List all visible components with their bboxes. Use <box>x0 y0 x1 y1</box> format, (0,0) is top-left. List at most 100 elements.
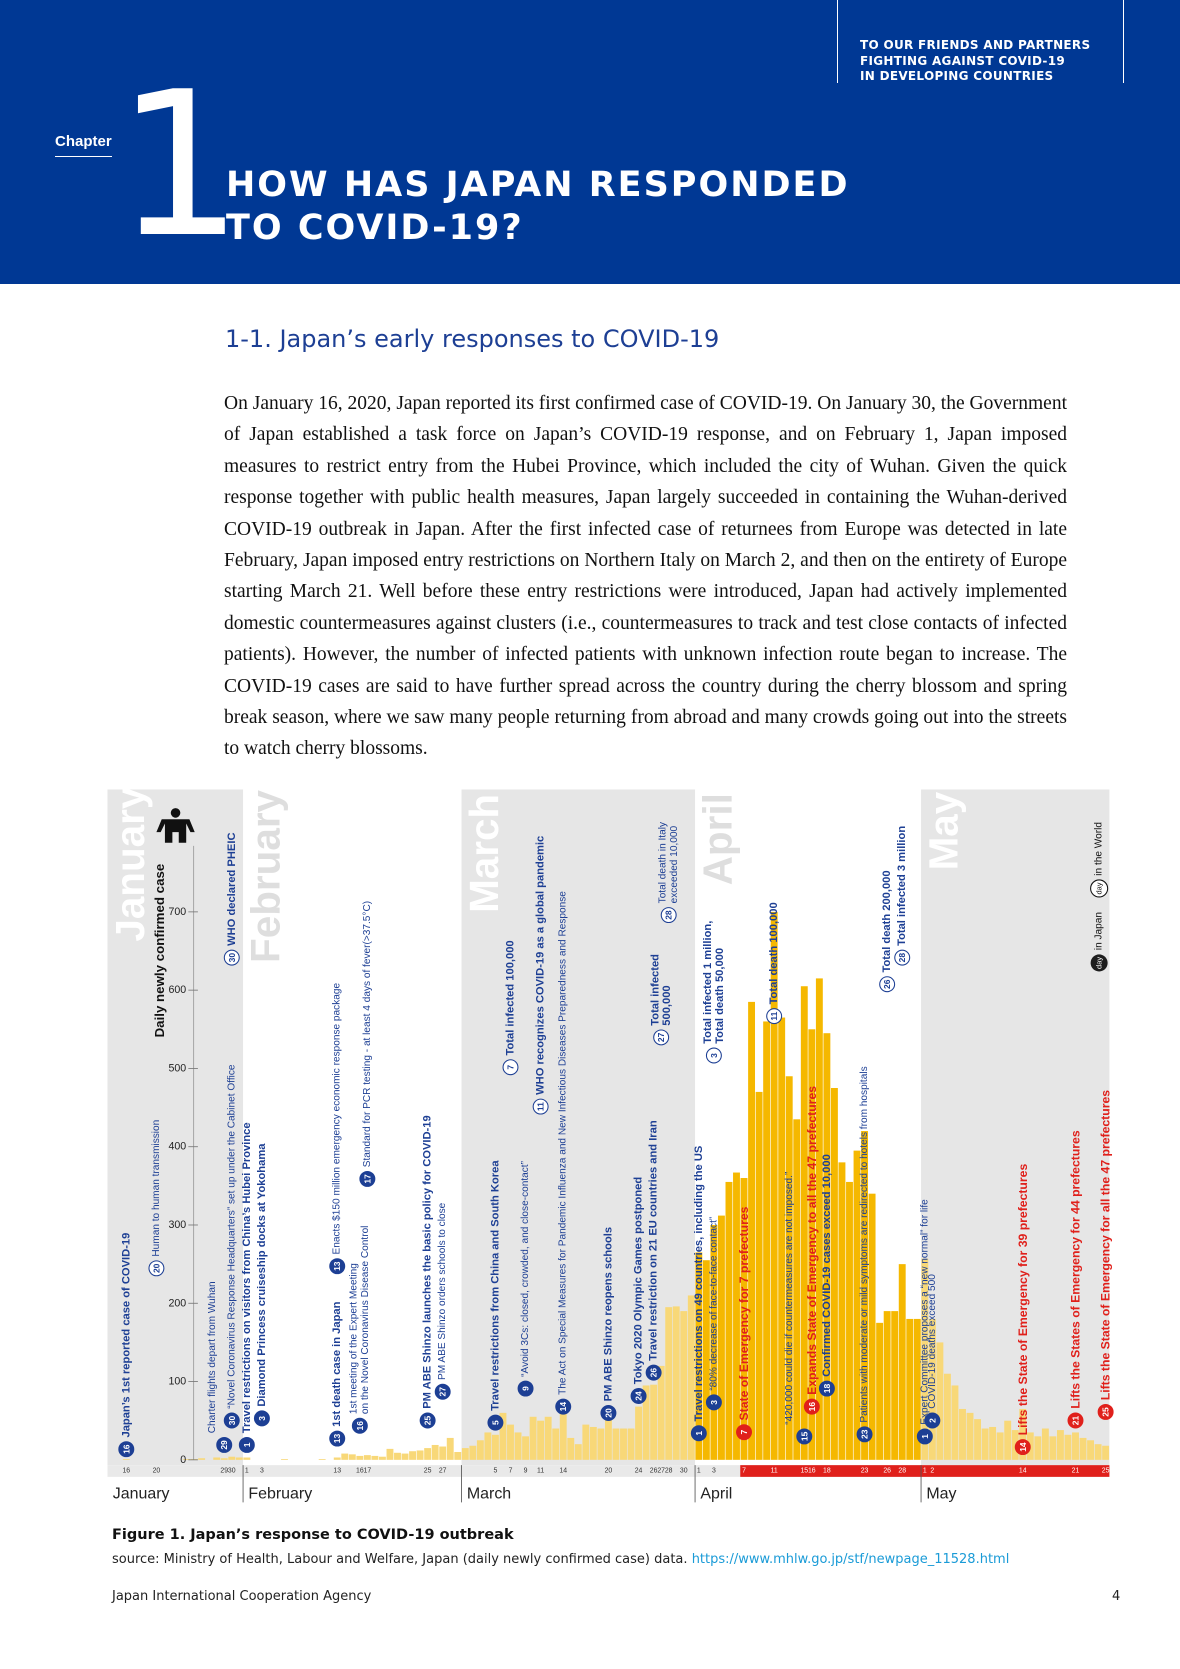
event: 2 COVID-19 deaths exceed 500 <box>924 1274 941 1429</box>
event-day: 26 <box>649 1368 659 1378</box>
source-link[interactable]: https://www.mhlw.go.jp/stf/newpage_11528… <box>691 1552 1010 1567</box>
event-marker <box>223 1412 240 1429</box>
event-marker <box>434 1383 451 1400</box>
bar <box>898 1264 906 1460</box>
event-day: 1 <box>920 1434 930 1439</box>
section-heading: 1-1. Japan’s early responses to COVID-19 <box>225 325 720 353</box>
event: 13 Enacts $150 million emergency economic… <box>329 983 346 1275</box>
event-text: “80% decrease of face-to-face contact” <box>708 1217 719 1391</box>
event-text: Travel restrictions from China and South… <box>489 1160 501 1411</box>
day-label: 11 <box>537 1468 544 1475</box>
bar <box>589 1426 597 1460</box>
bar <box>220 1458 228 1460</box>
bar <box>883 1311 891 1460</box>
month-band <box>461 789 696 1466</box>
event-marker <box>148 1260 165 1277</box>
event: 27 PM ABE Shinzo orders schools to close <box>434 1202 451 1400</box>
bar <box>597 1428 605 1460</box>
event-text: Total death 100,000 <box>768 902 780 1004</box>
bar <box>763 1021 771 1460</box>
event-marker <box>630 1388 647 1404</box>
event-text: Total infected 3 million <box>896 826 908 946</box>
event-day: 16 <box>355 1421 365 1431</box>
month-label: January <box>113 1485 170 1502</box>
bar <box>770 911 778 1460</box>
tagline-line: FIGHTING AGAINST COVID-19 <box>860 53 1066 68</box>
bar <box>1072 1432 1079 1460</box>
event-text: “Avoid 3Cs: closed, crowded, and close-c… <box>520 1161 531 1377</box>
event-day: 25 <box>423 1415 433 1425</box>
title-line: TO COVID-19? <box>226 208 524 248</box>
event-text: Tokyo 2020 Olympic Games postponed <box>633 1177 645 1385</box>
bar <box>687 1295 695 1460</box>
event-marker <box>796 1428 813 1445</box>
bar <box>642 1385 650 1460</box>
bar <box>966 1412 974 1460</box>
paragraph: On January 16, 2020, Japan reported its … <box>224 393 1067 760</box>
event: 30 “Novel Coronavirus Response Headquarte… <box>223 1064 240 1429</box>
event: 20 Human to human transmission <box>148 1120 165 1277</box>
month-label: April <box>700 1485 732 1502</box>
event-marker <box>502 1059 519 1076</box>
day-label: 5 <box>494 1468 498 1475</box>
event-day: 26 <box>882 979 892 989</box>
day-label: 1 <box>245 1468 249 1475</box>
event-marker <box>660 907 677 924</box>
event: 24 Tokyo 2020 Olympic Games postponed <box>630 1177 647 1404</box>
figure-source: source: Ministry of Health, Labour and W… <box>112 1552 1009 1567</box>
legend-world-label: in the World <box>1094 822 1105 876</box>
event: 11 Total death 100,000 <box>766 902 783 1025</box>
page-number: 4 <box>1112 1589 1121 1604</box>
bar <box>213 1457 221 1460</box>
month-watermark: March <box>461 794 507 913</box>
bar <box>710 1224 718 1460</box>
event: 25 PM ABE Shinzo launches the basic polic… <box>419 1115 436 1429</box>
chart-body: January February March April May Daily newly… <box>107 786 1114 1503</box>
bar <box>928 1318 936 1460</box>
bar <box>439 1446 447 1460</box>
legend-japan-marker <box>1090 954 1108 972</box>
bar <box>333 1457 341 1460</box>
day-label: 24 <box>635 1468 643 1475</box>
header-rule <box>837 0 838 83</box>
bar <box>680 1311 688 1460</box>
day-label: 1 <box>697 1468 701 1475</box>
day-label: 15 <box>800 1468 808 1475</box>
event-day: 11 <box>769 1011 779 1020</box>
bar <box>815 978 823 1460</box>
event-text: Travel restrictions on visitors from Chi… <box>241 1122 253 1433</box>
legend-japan-label: in Japan <box>1094 912 1105 950</box>
bar <box>951 1385 959 1460</box>
bar <box>363 1455 371 1460</box>
event-day: 1 <box>242 1442 252 1447</box>
event-day: 30 <box>227 953 237 963</box>
bar <box>469 1445 477 1460</box>
event: 28 Total infected 3 million <box>894 826 911 966</box>
event: 1 Expert Committee proposes a “new normal… <box>916 1199 933 1445</box>
event-marker <box>1067 1412 1084 1429</box>
tagline-line: IN DEVELOPING COUNTRIES <box>860 69 1054 83</box>
event-marker <box>487 1414 504 1431</box>
bar <box>755 1091 763 1460</box>
bar <box>620 1428 627 1460</box>
event-day: 18 <box>822 1384 832 1394</box>
event-day: 14 <box>558 1402 568 1412</box>
event: 1 Travel restrictions on visitors from Ch… <box>238 1122 255 1453</box>
event-day: 28 <box>897 953 907 963</box>
bar <box>627 1428 635 1460</box>
y-tick-label: 100 <box>168 1376 186 1388</box>
event-day: 15 <box>799 1431 809 1441</box>
legend-world-marker-text: day <box>1095 882 1104 894</box>
event: 18 Confirmed COVID-19 cases exceed 10,000 <box>818 1154 835 1397</box>
event-text: Travel restriction on 21 EU countries an… <box>648 1120 660 1361</box>
bar <box>853 1150 861 1460</box>
bar <box>657 1365 665 1460</box>
bar <box>476 1440 484 1460</box>
bar <box>394 1452 401 1460</box>
event: 14 The Act on Special Measures for Pandem… <box>555 891 572 1415</box>
event-text: Total infected 1 million, <box>702 921 714 1044</box>
bar <box>838 1162 846 1460</box>
y-tick-label: 300 <box>168 1219 186 1231</box>
bar <box>725 1181 733 1460</box>
day-label: 25 <box>424 1468 432 1475</box>
